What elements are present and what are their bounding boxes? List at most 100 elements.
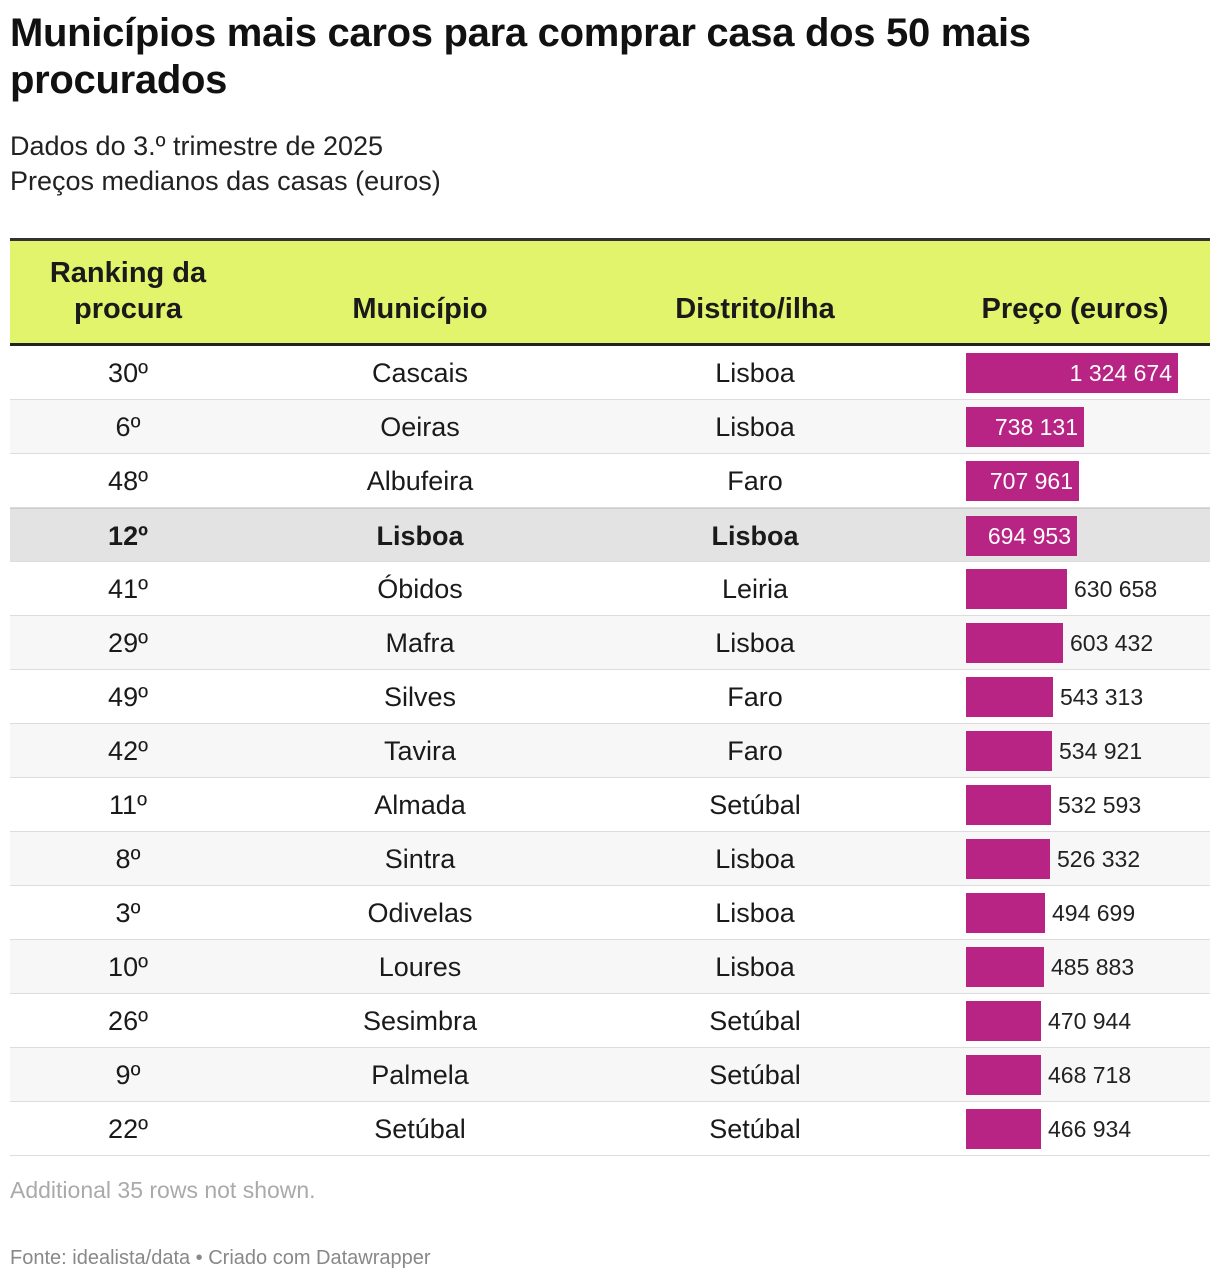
cell-rank: 3º — [115, 898, 141, 928]
cell-municipio: Oeiras — [380, 412, 460, 442]
cell-municipio: Loures — [378, 952, 462, 982]
price-label: 485 883 — [1051, 954, 1135, 980]
table-row: 9º Palmela Setúbal 468 718 — [10, 1048, 1210, 1102]
price-label: 526 332 — [1057, 846, 1141, 872]
header-distrito[interactable]: Distrito/ilha — [675, 293, 835, 325]
cell-distrito: Lisboa — [711, 521, 799, 551]
cell-rank: 12º — [108, 521, 148, 551]
header-ranking-line-2: procura — [74, 293, 182, 325]
table-row: 10º Loures Lisboa 485 883 — [10, 940, 1210, 994]
price-label: 694 953 — [987, 523, 1071, 549]
cell-preco: 1 324 674 — [966, 353, 1210, 393]
cell-municipio: Odivelas — [367, 898, 473, 928]
chart-subtitle: Dados do 3.º trimestre de 2025 Preços me… — [10, 129, 441, 199]
cell-rank: 22º — [108, 1114, 148, 1144]
cell-municipio: Silves — [383, 682, 457, 712]
price-label: 534 921 — [1059, 738, 1143, 764]
table-row: 41º Óbidos Leiria 630 658 — [10, 562, 1210, 616]
cell-distrito: Lisboa — [715, 412, 795, 442]
cell-preco: 468 718 — [966, 1055, 1210, 1095]
price-label: 466 934 — [1048, 1116, 1132, 1142]
price-label: 532 593 — [1058, 792, 1142, 818]
cell-rank: 41º — [108, 574, 148, 604]
table-row: 26º Sesimbra Setúbal 470 944 — [10, 994, 1210, 1048]
price-bar — [966, 623, 1063, 663]
cell-distrito: Setúbal — [709, 1114, 801, 1144]
cell-preco: 603 432 — [966, 623, 1210, 663]
cell-distrito: Lisboa — [715, 358, 795, 388]
cell-municipio: Tavira — [383, 736, 457, 766]
price-label: 470 944 — [1048, 1008, 1132, 1034]
price-bar — [966, 947, 1044, 987]
price-bar — [966, 461, 1079, 501]
cell-rank: 9º — [115, 1060, 141, 1090]
cell-municipio: Setúbal — [374, 1114, 466, 1144]
table-body: 30º Cascais Lisboa 1 324 674 6º Oeiras Lisboa 7… — [10, 346, 1210, 1156]
table-row: 8º Sintra Lisboa 526 332 — [10, 832, 1210, 886]
price-label: 1 324 674 — [1069, 360, 1172, 386]
cell-preco: 532 593 — [966, 785, 1210, 825]
price-bar — [966, 353, 1178, 393]
table-row: 29º Mafra Lisboa 603 432 — [10, 616, 1210, 670]
price-label: 707 961 — [989, 468, 1073, 494]
cell-rank: 10º — [108, 952, 148, 982]
cell-rank: 6º — [115, 412, 141, 442]
cell-distrito: Setúbal — [709, 790, 801, 820]
subtitle-line-2: Preços medianos das casas (euros) — [10, 166, 441, 196]
cell-preco: 738 131 — [966, 407, 1210, 447]
price-bar — [966, 893, 1045, 933]
table-row: 42º Tavira Faro 534 921 — [10, 724, 1210, 778]
chart-title: Municípios mais caros para comprar casa … — [10, 11, 1031, 102]
cell-preco: 630 658 — [966, 569, 1210, 609]
price-bar — [966, 407, 1084, 447]
data-table: Ranking da procura Município Distrito/il… — [10, 238, 1210, 1156]
table-row: 22º Setúbal Setúbal 466 934 — [10, 1102, 1210, 1156]
header-ranking[interactable]: Ranking da procura — [10, 255, 246, 327]
cell-distrito: Lisboa — [715, 844, 795, 874]
header-ranking-line-1: Ranking da — [49, 257, 207, 289]
price-bar — [966, 516, 1077, 556]
cell-rank: 48º — [108, 466, 148, 496]
cell-municipio: Albufeira — [366, 466, 474, 496]
cell-preco: 485 883 — [966, 947, 1210, 987]
cell-municipio: Palmela — [371, 1060, 469, 1090]
table-row: 48º Albufeira Faro 707 961 — [10, 454, 1210, 508]
cell-rank: 42º — [108, 736, 148, 766]
price-bar — [966, 569, 1067, 609]
cell-municipio: Óbidos — [377, 574, 463, 604]
rows-not-shown-note: Additional 35 rows not shown. — [10, 1177, 316, 1203]
cell-distrito: Setúbal — [709, 1060, 801, 1090]
price-bar — [966, 839, 1050, 879]
source-footer: Fonte: idealista/data • Criado com Dataw… — [10, 1247, 431, 1269]
subtitle-line-1: Dados do 3.º trimestre de 2025 — [10, 131, 384, 161]
cell-distrito: Lisboa — [715, 952, 795, 982]
cell-distrito: Faro — [727, 466, 783, 496]
price-label: 494 699 — [1052, 900, 1136, 926]
price-label: 630 658 — [1074, 576, 1158, 602]
header-municipio[interactable]: Município — [352, 293, 488, 325]
price-bar — [966, 677, 1053, 717]
cell-distrito: Leiria — [721, 574, 789, 604]
cell-preco: 526 332 — [966, 839, 1210, 879]
cell-municipio: Almada — [374, 790, 466, 820]
cell-distrito: Faro — [727, 682, 783, 712]
cell-preco: 466 934 — [966, 1109, 1210, 1149]
price-bar — [966, 785, 1051, 825]
price-label: 738 131 — [994, 414, 1078, 440]
cell-municipio: Sesimbra — [362, 1006, 478, 1036]
price-bar — [966, 731, 1052, 771]
cell-rank: 26º — [108, 1006, 148, 1036]
header-preco[interactable]: Preço (euros) — [981, 293, 1169, 325]
table-row: 11º Almada Setúbal 532 593 — [10, 778, 1210, 832]
price-bar — [966, 1055, 1041, 1095]
cell-preco: 470 944 — [966, 1001, 1210, 1041]
cell-municipio: Mafra — [385, 628, 455, 658]
cell-distrito: Lisboa — [715, 628, 795, 658]
cell-preco: 494 699 — [966, 893, 1210, 933]
cell-preco: 694 953 — [966, 516, 1210, 556]
price-label: 603 432 — [1070, 630, 1154, 656]
price-bar — [966, 1001, 1041, 1041]
cell-distrito: Lisboa — [715, 898, 795, 928]
cell-municipio: Lisboa — [376, 521, 464, 551]
price-label: 468 718 — [1048, 1062, 1132, 1088]
